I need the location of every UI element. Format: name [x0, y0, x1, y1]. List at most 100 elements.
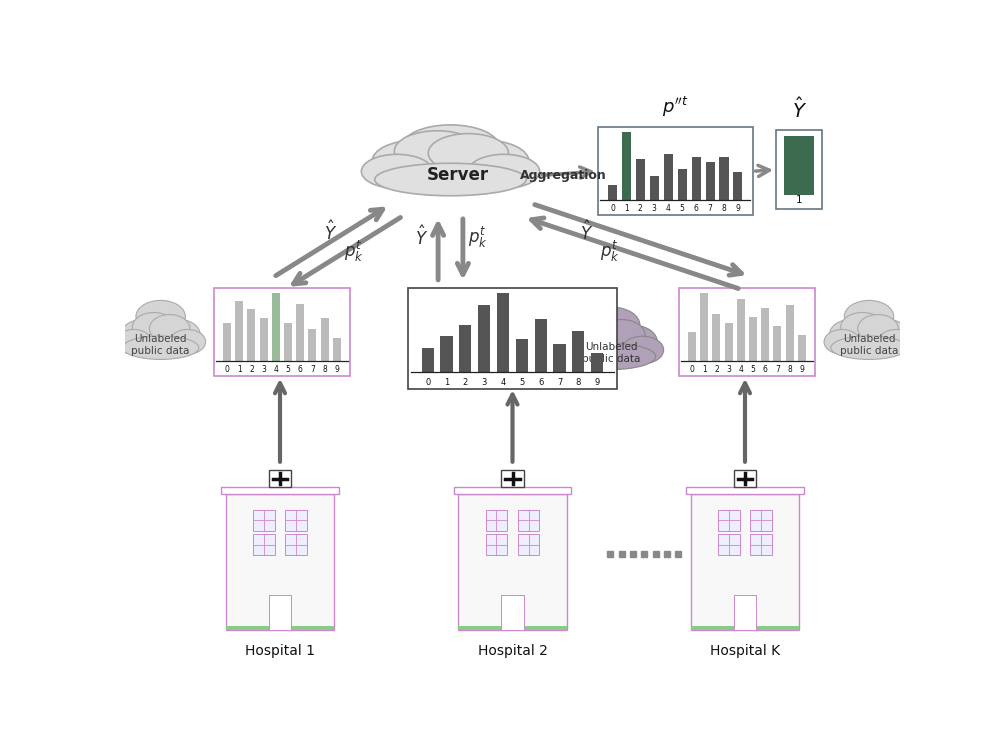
Ellipse shape	[122, 336, 199, 359]
FancyBboxPatch shape	[247, 309, 255, 361]
FancyBboxPatch shape	[235, 301, 243, 361]
FancyBboxPatch shape	[501, 471, 524, 487]
Text: $p^{\prime\prime t}$: $p^{\prime\prime t}$	[662, 95, 689, 119]
Text: 8: 8	[787, 365, 792, 374]
Text: 4: 4	[666, 205, 671, 213]
Text: Hospital K: Hospital K	[710, 644, 780, 658]
FancyBboxPatch shape	[408, 288, 617, 388]
FancyBboxPatch shape	[761, 308, 769, 361]
Text: 6: 6	[694, 205, 699, 213]
FancyBboxPatch shape	[253, 510, 275, 531]
Ellipse shape	[155, 320, 200, 350]
FancyBboxPatch shape	[518, 510, 539, 531]
FancyBboxPatch shape	[486, 510, 507, 531]
Ellipse shape	[824, 330, 860, 354]
FancyBboxPatch shape	[226, 494, 334, 630]
Ellipse shape	[394, 130, 480, 172]
FancyBboxPatch shape	[516, 339, 528, 372]
Ellipse shape	[864, 320, 909, 350]
Ellipse shape	[844, 301, 894, 333]
Ellipse shape	[132, 312, 175, 342]
FancyBboxPatch shape	[422, 348, 434, 372]
FancyBboxPatch shape	[718, 510, 740, 531]
FancyBboxPatch shape	[622, 132, 631, 200]
FancyBboxPatch shape	[296, 304, 304, 361]
FancyBboxPatch shape	[686, 487, 804, 494]
Ellipse shape	[121, 320, 166, 350]
Text: $p_k^t$: $p_k^t$	[344, 239, 363, 264]
Text: 0: 0	[425, 378, 430, 387]
Text: $\hat{Y}$: $\hat{Y}$	[324, 220, 337, 243]
Text: $\hat{Y}$: $\hat{Y}$	[415, 226, 428, 249]
FancyBboxPatch shape	[223, 323, 231, 361]
FancyBboxPatch shape	[776, 130, 822, 210]
FancyBboxPatch shape	[285, 510, 307, 531]
Text: 8: 8	[576, 378, 581, 387]
FancyBboxPatch shape	[458, 626, 567, 630]
Text: 7: 7	[557, 378, 562, 387]
Text: 5: 5	[519, 378, 525, 387]
Text: 4: 4	[738, 365, 743, 374]
Text: 3: 3	[652, 205, 657, 213]
FancyBboxPatch shape	[553, 345, 566, 372]
FancyBboxPatch shape	[636, 159, 645, 200]
Text: 2: 2	[638, 205, 643, 213]
Ellipse shape	[605, 325, 657, 358]
FancyBboxPatch shape	[284, 323, 292, 361]
Text: 6: 6	[538, 378, 543, 387]
Text: 3: 3	[482, 378, 487, 387]
Ellipse shape	[136, 301, 185, 333]
Text: 6: 6	[298, 365, 303, 374]
Text: 1: 1	[702, 365, 707, 374]
Text: 1: 1	[796, 195, 803, 205]
Text: 1: 1	[624, 205, 629, 213]
Ellipse shape	[578, 317, 628, 350]
Text: Hospital 2: Hospital 2	[478, 644, 547, 658]
FancyBboxPatch shape	[712, 314, 720, 361]
FancyBboxPatch shape	[798, 336, 806, 361]
FancyBboxPatch shape	[591, 353, 603, 372]
Ellipse shape	[170, 330, 206, 354]
FancyBboxPatch shape	[572, 331, 584, 372]
Text: 5: 5	[751, 365, 755, 374]
Ellipse shape	[361, 155, 433, 188]
FancyBboxPatch shape	[719, 157, 729, 200]
FancyBboxPatch shape	[718, 534, 740, 556]
FancyBboxPatch shape	[260, 317, 268, 361]
Text: 0: 0	[610, 205, 615, 213]
Ellipse shape	[116, 330, 152, 354]
FancyBboxPatch shape	[700, 292, 708, 361]
Text: Hospital 1: Hospital 1	[245, 644, 315, 658]
FancyBboxPatch shape	[518, 534, 539, 556]
FancyBboxPatch shape	[221, 487, 339, 494]
Text: 9: 9	[595, 378, 600, 387]
FancyBboxPatch shape	[459, 325, 471, 372]
Text: 1: 1	[237, 365, 242, 374]
Ellipse shape	[858, 314, 898, 343]
Text: 3: 3	[261, 365, 266, 374]
FancyBboxPatch shape	[725, 323, 733, 361]
FancyBboxPatch shape	[497, 293, 509, 372]
Text: Unlabeled
public data: Unlabeled public data	[582, 342, 640, 364]
FancyBboxPatch shape	[737, 299, 745, 361]
FancyBboxPatch shape	[285, 534, 307, 556]
Text: 4: 4	[500, 378, 506, 387]
FancyBboxPatch shape	[650, 177, 659, 200]
FancyBboxPatch shape	[734, 471, 756, 487]
Text: Server: Server	[427, 166, 489, 185]
FancyBboxPatch shape	[535, 319, 547, 372]
FancyBboxPatch shape	[608, 185, 617, 200]
Text: 9: 9	[334, 365, 339, 374]
FancyBboxPatch shape	[272, 292, 280, 361]
Text: Unlabeled
public data: Unlabeled public data	[840, 334, 898, 356]
Ellipse shape	[621, 336, 664, 364]
Text: 5: 5	[286, 365, 290, 374]
Text: 0: 0	[690, 365, 694, 374]
FancyBboxPatch shape	[733, 172, 742, 200]
FancyBboxPatch shape	[692, 157, 701, 200]
Text: 1: 1	[444, 378, 449, 387]
Ellipse shape	[440, 140, 529, 183]
FancyBboxPatch shape	[691, 494, 799, 630]
Text: Unlabeled
public data: Unlabeled public data	[131, 334, 190, 356]
Text: $p_k^t$: $p_k^t$	[468, 225, 487, 250]
